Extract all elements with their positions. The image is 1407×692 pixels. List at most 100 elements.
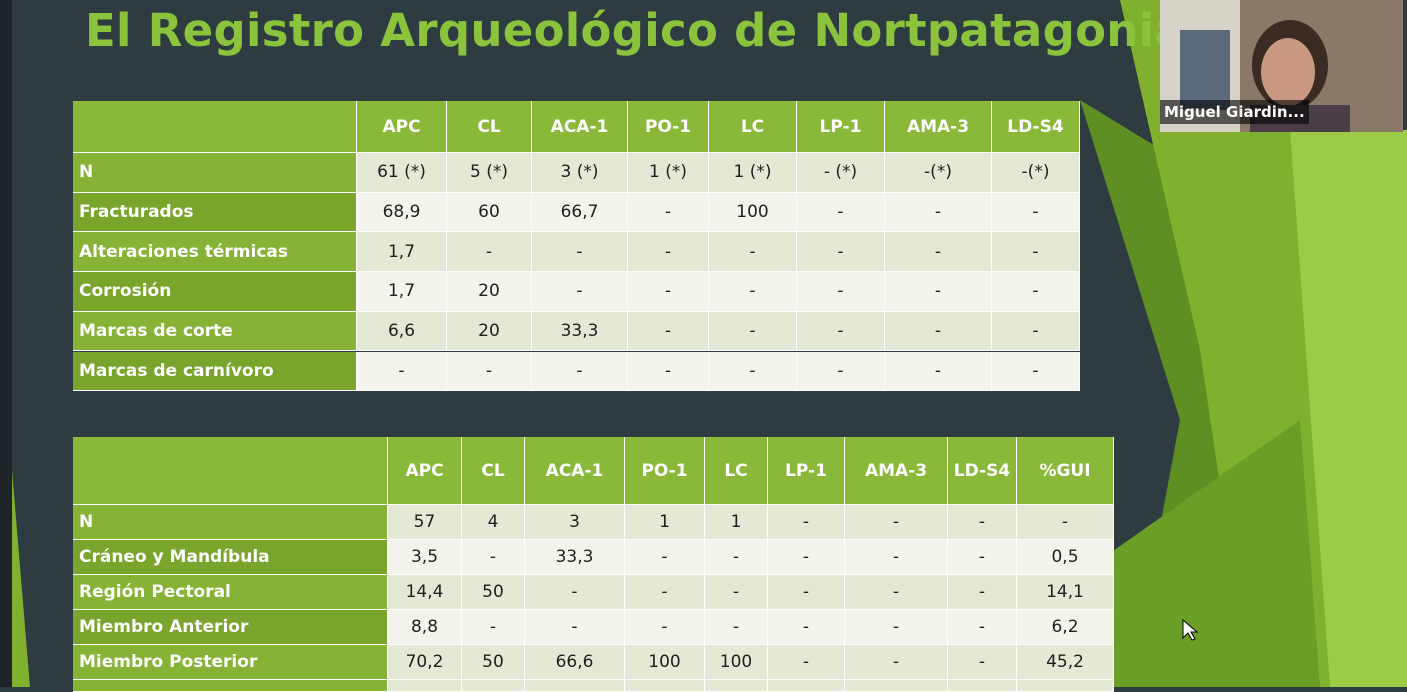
table-cell: - (885, 351, 992, 392)
table-cell: - (797, 311, 885, 352)
row-label: Miembro Anterior (73, 610, 388, 645)
row-label: Alteraciones térmicas (73, 232, 357, 273)
table-cell: 68,9 (357, 192, 447, 233)
header-cell (73, 437, 388, 505)
table-cell: - (992, 311, 1080, 352)
column-header: PO-1 (628, 101, 709, 153)
column-header: AMA-3 (885, 101, 992, 153)
column-header: PO-1 (625, 437, 705, 505)
table-cell (462, 680, 525, 692)
table-cell: -(*) (992, 153, 1080, 193)
table-cell: - (845, 540, 948, 575)
column-header: LC (705, 437, 768, 505)
table-cell: - (885, 311, 992, 352)
table-cell: 100 (709, 192, 797, 233)
slide-title: El Registro Arqueológico de Nortpatagoni… (85, 4, 1186, 57)
table-cell: -(*) (885, 153, 992, 193)
table-cell: 20 (447, 311, 532, 352)
row-label: Fracturados (73, 192, 357, 233)
table-cell: - (532, 351, 628, 392)
table-cell: - (709, 232, 797, 273)
table-cell: 66,6 (525, 645, 625, 680)
table-cell: 0,5 (1017, 540, 1114, 575)
column-header: LD-S4 (992, 101, 1080, 153)
row-label: Marcas de corte (73, 311, 357, 352)
table-cell: 1 (705, 505, 768, 540)
table-cell: 1,7 (357, 232, 447, 273)
table-cell: 33,3 (532, 311, 628, 352)
table-cell: - (1017, 505, 1114, 540)
table-cell: - (797, 192, 885, 233)
table-cell (768, 680, 845, 692)
table-cell: - (845, 505, 948, 540)
table-cell: - (845, 575, 948, 610)
table-cell: 70,2 (388, 645, 462, 680)
table-cell: 1,7 (357, 272, 447, 312)
table-cell: - (948, 610, 1017, 645)
table-cell: - (532, 272, 628, 312)
table-cell: 100 (625, 645, 705, 680)
table-cell: - (948, 505, 1017, 540)
table-cell: - (992, 232, 1080, 273)
participant-name: Miguel Giardin... (1160, 100, 1309, 124)
table-cell: 8,8 (388, 610, 462, 645)
table-cell: - (628, 351, 709, 392)
table-cell: - (885, 232, 992, 273)
table-cell: 50 (462, 645, 525, 680)
table-cell: - (797, 351, 885, 392)
table-cell: - (705, 575, 768, 610)
header-cell (73, 101, 357, 153)
table-cell: - (885, 192, 992, 233)
table-cell: 3,5 (388, 540, 462, 575)
table-cell: 33,3 (525, 540, 625, 575)
table-cell: - (768, 575, 845, 610)
table-cell: 66,7 (532, 192, 628, 233)
table-cell: - (705, 610, 768, 645)
table-cell: - (*) (797, 153, 885, 193)
table-cell: 3 (525, 505, 625, 540)
column-header: LP-1 (768, 437, 845, 505)
table-cell: - (845, 610, 948, 645)
table-cell: 60 (447, 192, 532, 233)
table-cell: - (948, 540, 1017, 575)
row-label: Miembro Posterior (73, 645, 388, 680)
table-cell: - (357, 351, 447, 392)
row-label: N (73, 153, 357, 193)
row-label: N (73, 505, 388, 540)
table-cell: 20 (447, 272, 532, 312)
table-cell: 1 (*) (709, 153, 797, 193)
table-cell: - (625, 575, 705, 610)
table-cell (388, 680, 462, 692)
table-cell: - (628, 272, 709, 312)
table-cell: - (705, 540, 768, 575)
column-header: CL (462, 437, 525, 505)
table-cell: 57 (388, 505, 462, 540)
table-cell: - (709, 351, 797, 392)
column-header: ACA-1 (532, 101, 628, 153)
table-cell: - (797, 272, 885, 312)
column-header: AMA-3 (845, 437, 948, 505)
column-header: LC (709, 101, 797, 153)
column-header: ACA-1 (525, 437, 625, 505)
row-label: Corrosión (73, 272, 357, 312)
row-label: Marcas de carnívoro (73, 351, 357, 392)
column-header: APC (357, 101, 447, 153)
table-cell: - (625, 540, 705, 575)
table-cell: 3 (*) (532, 153, 628, 193)
table-cell (948, 680, 1017, 692)
table-cell: - (992, 192, 1080, 233)
column-header: LP-1 (797, 101, 885, 153)
table-cell: - (447, 351, 532, 392)
table-cell: 5 (*) (447, 153, 532, 193)
table-cell: - (768, 540, 845, 575)
table-cell: 1 (*) (628, 153, 709, 193)
table-cell: 100 (705, 645, 768, 680)
table-cell: 6,6 (357, 311, 447, 352)
table-cell: - (525, 610, 625, 645)
column-header: %GUI (1017, 437, 1114, 505)
table-cell (525, 680, 625, 692)
table-cell: - (628, 192, 709, 233)
table-cell: - (628, 311, 709, 352)
table-cell: - (532, 232, 628, 273)
